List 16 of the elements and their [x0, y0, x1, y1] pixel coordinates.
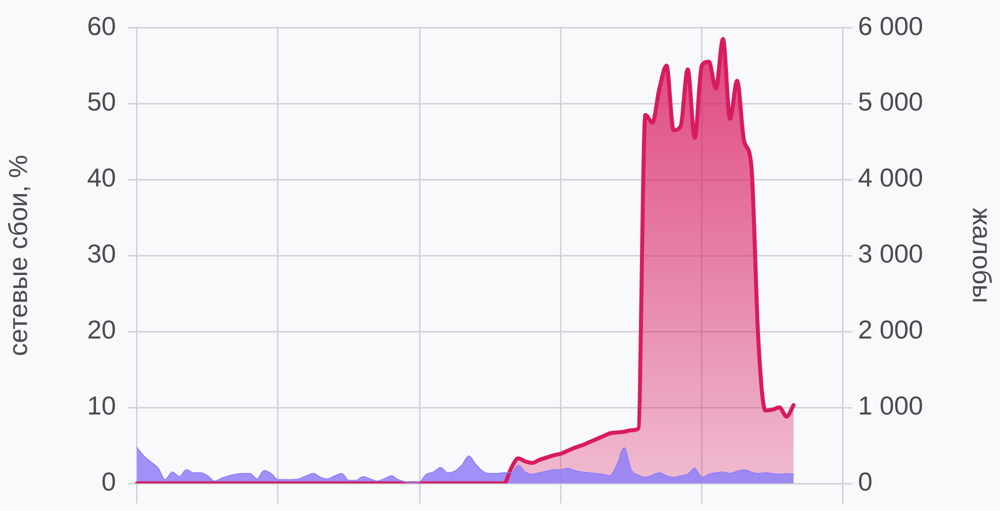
y2-tick-label: 3 000	[858, 238, 924, 269]
y2-tick-label: 6 000	[858, 10, 924, 41]
y-tick-label: 20	[87, 314, 116, 345]
y2-tick-label: 0	[858, 466, 872, 497]
y-tick-label: 0	[102, 466, 116, 497]
y-tick-label: 10	[87, 390, 116, 421]
y-tick-label: 30	[87, 238, 116, 269]
y-tick-label: 40	[87, 162, 116, 193]
y-tick-label: 60	[87, 10, 116, 41]
y2-tick-label: 5 000	[858, 86, 924, 117]
y2-tick-label: 2 000	[858, 314, 924, 345]
y-axis-title: сетевые сбои, %	[2, 154, 33, 356]
y-tick-label: 50	[87, 86, 116, 117]
y2-tick-label: 4 000	[858, 162, 924, 193]
y2-tick-label: 1 000	[858, 390, 924, 421]
y2-axis-title: жалобы	[967, 208, 998, 304]
